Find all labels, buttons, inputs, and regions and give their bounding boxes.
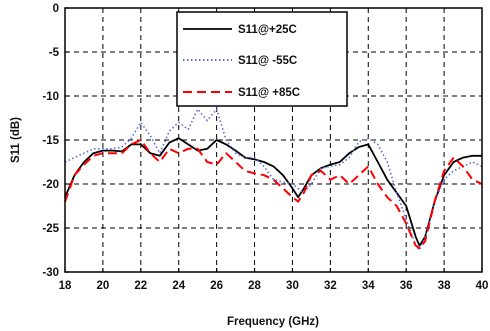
series-line-2 [64, 139, 483, 250]
y-axis-title: S11 (dB) [10, 117, 22, 163]
x-tick-label: 20 [97, 280, 110, 292]
legend-label-25c: S11@+25C [238, 24, 297, 36]
x-tick-label: 28 [248, 280, 261, 292]
series-lines [64, 108, 483, 251]
x-tick-label: 24 [172, 280, 185, 292]
x-tick-label: 40 [476, 280, 489, 292]
x-tick-label: 38 [438, 280, 451, 292]
x-axis-title: Frequency (GHz) [227, 316, 319, 328]
x-tick-label: 36 [400, 280, 413, 292]
x-tick-label: 30 [286, 280, 299, 292]
x-tick-label: 26 [210, 280, 223, 292]
x-tick-label: 32 [324, 280, 337, 292]
series-line-0 [64, 137, 482, 247]
axis-ticks: 18 20 22 24 26 28 30 32 34 36 38 40 0 -5 -10 -15 -20 -25 -… [42, 3, 488, 292]
y-tick-label: 0 [53, 3, 59, 15]
y-tick-label: -10 [42, 91, 59, 103]
legend-label-85c: S11@ +85C [238, 87, 300, 99]
legend-box [176, 11, 348, 107]
y-tick-label: -25 [42, 223, 59, 235]
x-tick-label: 22 [134, 280, 147, 292]
y-tick-label: -20 [42, 179, 59, 191]
x-tick-label: 34 [362, 280, 375, 292]
y-tick-label: -15 [42, 135, 59, 147]
x-tick-label: 18 [59, 280, 72, 292]
y-tick-label: -30 [42, 267, 59, 279]
legend-label-minus55c: S11@ -55C [238, 55, 297, 67]
legend: S11@+25C S11@ -55C S11@ +85C [176, 11, 348, 107]
series-line-1 [64, 108, 483, 251]
y-tick-label: -5 [49, 47, 60, 59]
